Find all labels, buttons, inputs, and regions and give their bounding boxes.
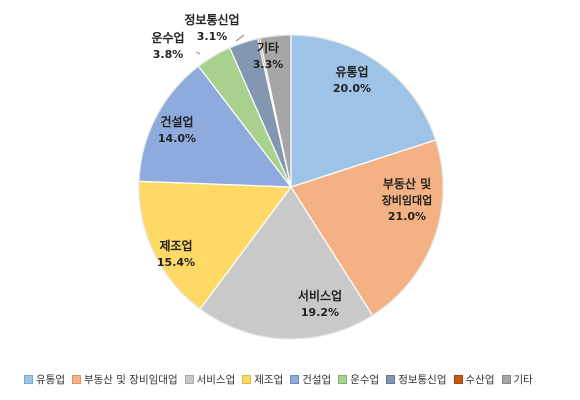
legend: 유통업 부동산 및 장비임대업 서비스업 제조업 건설업 운수업 정보통신업 수산업 기타 [24, 372, 533, 387]
legend-item-7: 정보통신업 [386, 372, 447, 387]
slice-label-2: 부동산 및 장비임대업 21.0% [382, 176, 433, 223]
legend-label: 건설업 [302, 374, 332, 386]
legend-swatch [242, 375, 252, 384]
leader-line [235, 34, 245, 42]
slice-label-6: 운수업 3.8% [151, 30, 184, 61]
legend-swatch [290, 375, 300, 384]
pie-rim [138, 34, 444, 340]
slice-label-1: 유통업 20.0% [333, 64, 371, 95]
legend-item-6: 운수업 [338, 372, 379, 387]
pie-slice-2 [290, 139, 444, 317]
legend-swatch [184, 375, 194, 384]
pie-slice-5 [138, 65, 293, 188]
legend-item-9: 기타 [501, 372, 533, 387]
legend-swatch [24, 375, 33, 384]
pie-slice-3 [199, 185, 374, 340]
legend-item-2: 부동산 및 장비임대업 [71, 372, 178, 387]
legend-item-1: 유통업 [24, 372, 65, 387]
slice-label-3: 서비스업 19.2% [298, 288, 342, 319]
legend-label: 기타 [513, 374, 533, 386]
pie-slices [138, 34, 444, 340]
pie-slice-4 [138, 180, 293, 310]
legend-item-3: 서비스업 [184, 372, 236, 387]
legend-label: 서비스업 [196, 374, 236, 386]
pie-slice-1 [290, 34, 437, 188]
legend-swatch [71, 375, 81, 384]
legend-swatch [386, 375, 396, 384]
leader-line [195, 51, 201, 55]
legend-item-8: 수산업 [453, 372, 495, 387]
pie-slice-9 [258, 34, 292, 188]
slice-label-4: 제조업 15.4% [157, 239, 195, 269]
slice-label-5: 건설업 14.0% [158, 114, 196, 145]
legend-item-4: 제조업 [242, 372, 283, 387]
legend-item-5: 건설업 [290, 372, 331, 387]
legend-label: 부동산 및 장비임대업 [83, 374, 178, 386]
legend-swatch [453, 375, 463, 384]
slice-labels: 유통업 20.0% 부동산 및 장비임대업 21.0% 서비스업 19.2% 제조업 15.4%… [151, 12, 432, 319]
leader-lines [195, 34, 245, 55]
legend-swatch [501, 375, 511, 384]
legend-label: 유통업 [36, 374, 65, 386]
legend-swatch [338, 375, 348, 384]
slice-label-7: 정보통신업 3.1% [184, 12, 239, 43]
legend-label: 제조업 [254, 374, 284, 386]
legend-label: 수산업 [465, 374, 495, 386]
legend-label: 정보통신업 [398, 374, 447, 386]
legend-label: 운수업 [350, 374, 380, 386]
slice-label-9: 기타 3.3% [253, 40, 284, 71]
